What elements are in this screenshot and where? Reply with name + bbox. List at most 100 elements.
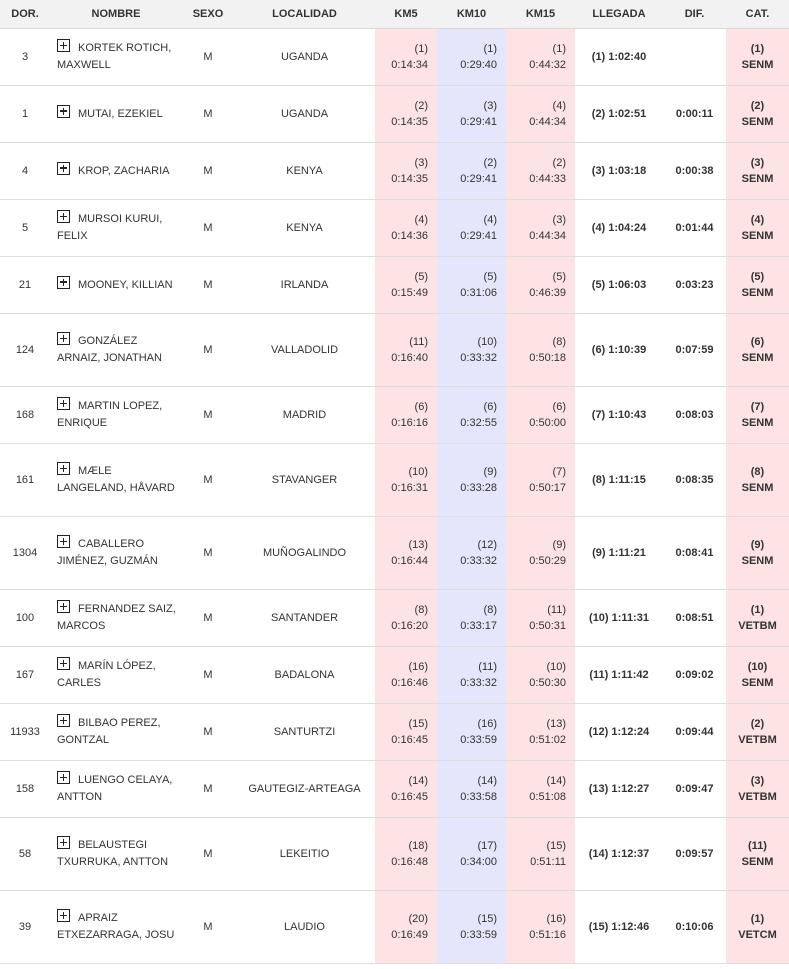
sexo-cell: M [182,28,234,86]
expand-plus-icon[interactable] [57,600,70,613]
cat-name: SENM [741,58,774,71]
cat-position: (4) [750,213,765,226]
runner-name: FERNANDEZ SAIZ, MARCOS [57,603,176,632]
expand-plus-icon[interactable] [57,462,70,475]
cat-position: (1) [750,912,765,925]
cat-name: VETBM [738,733,777,746]
km15-position: (11) [547,603,566,616]
expand-plus-icon[interactable] [57,909,70,922]
expand-plus-icon[interactable] [57,714,70,727]
sexo-cell: M [182,256,234,314]
runner-name: KORTEK ROTICH, MAXWELL [57,42,172,71]
dif-cell: 0:00:11 [663,85,726,143]
expand-plus-icon[interactable] [57,39,70,52]
km5-cell: (10) 0:16:31 [375,443,437,517]
km5-cell: (8) 0:16:20 [375,589,437,647]
dorsal-cell: 1304 [0,516,50,590]
km10-cell: (14) 0:33:58 [437,760,506,818]
nombre-cell: BILBAO PEREZ, GONTZAL [50,703,182,761]
runner-name: APRAIZ ETXEZARRAGA, JOSU [57,912,175,941]
localidad-cell: UGANDA [234,85,375,143]
nombre-cell: MÆLE LANGELAND, HÅVARD [50,443,182,517]
expand-plus-icon[interactable] [57,771,70,784]
km5-position: (10) [408,465,428,478]
km10-time: 0:33:58 [460,790,497,803]
km5-position: (11) [409,335,428,348]
expand-plus-icon[interactable] [57,161,70,175]
nombre-cell: MUTAI, EZEKIEL [50,85,182,143]
col-header-km15[interactable]: KM15 [506,0,575,29]
col-header-dif[interactable]: DIF. [663,0,726,29]
col-header-cat[interactable]: CAT. [726,0,789,29]
expand-plus-icon[interactable] [57,657,70,670]
km5-cell: (13) 0:16:44 [375,516,437,590]
km15-position: (15) [546,839,566,852]
cat-cell: (1) VETBM [726,589,789,647]
cat-cell: (8) SENM [726,443,789,517]
sexo-cell: M [182,443,234,517]
cat-position: (3) [750,156,765,169]
llegada-cell: (5) 1:06:03 [575,256,663,314]
expand-plus-icon[interactable] [57,836,70,849]
col-header-km10[interactable]: KM10 [437,0,506,29]
nombre-cell: FERNANDEZ SAIZ, MARCOS [50,589,182,647]
expand-plus-icon[interactable] [57,332,70,345]
expand-plus-icon[interactable] [57,210,70,223]
llegada-cell: (1) 1:02:40 [575,28,663,86]
runner-name: BELAUSTEGI TXURRUKA, ANTTON [57,839,169,868]
col-header-llegada[interactable]: LLEGADA [575,0,663,29]
cat-position: (3) [750,774,765,787]
table-row: 167 MARÍN LÓPEZ, CARLES M BADALONA (16) 0:16:… [0,646,789,704]
col-header-km5[interactable]: KM5 [375,0,437,29]
expand-plus-icon[interactable] [57,275,70,289]
km10-cell: (12) 0:33:32 [437,516,506,590]
localidad-cell: STAVANGER [234,443,375,517]
localidad-cell: UGANDA [234,28,375,86]
dif-cell [663,28,726,86]
llegada-cell: (9) 1:11:21 [575,516,663,590]
km10-position: (8) [483,603,497,616]
sexo-cell: M [182,313,234,387]
llegada-cell: (13) 1:12:27 [575,760,663,818]
sexo-cell: M [182,199,234,257]
dorsal-cell: 58 [0,817,50,891]
col-header-dorsal[interactable]: DOR. [0,0,50,29]
km10-time: 0:33:59 [460,733,497,746]
llegada-cell: (11) 1:11:42 [575,646,663,704]
cat-position: (7) [750,400,765,413]
km15-time: 0:50:31 [529,619,566,632]
km15-position: (14) [546,774,566,787]
sexo-cell: M [182,703,234,761]
km15-cell: (5) 0:46:39 [506,256,575,314]
km10-time: 0:34:00 [460,855,497,868]
dif-cell: 0:00:38 [663,142,726,200]
km10-cell: (10) 0:33:32 [437,313,506,387]
sexo-cell: M [182,589,234,647]
expand-plus-icon[interactable] [57,397,70,410]
km15-time: 0:46:39 [529,286,566,299]
cat-position: (6) [750,335,765,348]
col-header-sexo[interactable]: SEXO [182,0,234,29]
localidad-cell: LAUDIO [234,890,375,964]
km5-time: 0:16:44 [391,554,428,567]
table-row: 158 LUENGO CELAYA, ANTTON M GAUTEGIZ-ARTEAG… [0,760,789,818]
dorsal-cell: 5 [0,199,50,257]
runner-name: MARTIN LOPEZ, ENRIQUE [57,400,163,429]
km15-position: (1) [552,42,566,55]
km15-cell: (9) 0:50:29 [506,516,575,590]
expand-plus-icon[interactable] [57,104,70,118]
cat-name: SENM [741,481,774,494]
km15-cell: (10) 0:50:30 [506,646,575,704]
col-header-localidad[interactable]: LOCALIDAD [234,0,375,29]
expand-plus-icon[interactable] [57,535,70,548]
km5-time: 0:16:45 [391,733,428,746]
table-row: 3 KORTEK ROTICH, MAXWELL M UGANDA (1) 0:14:34… [0,28,789,86]
col-header-nombre[interactable]: NOMBRE [50,0,182,29]
dorsal-cell: 21 [0,256,50,314]
km10-position: (4) [483,213,497,226]
km15-cell: (16) 0:51:16 [506,890,575,964]
km15-time: 0:44:34 [529,115,566,128]
km10-cell: (8) 0:33:17 [437,589,506,647]
km10-position: (12) [477,538,497,551]
km5-position: (5) [414,270,428,283]
